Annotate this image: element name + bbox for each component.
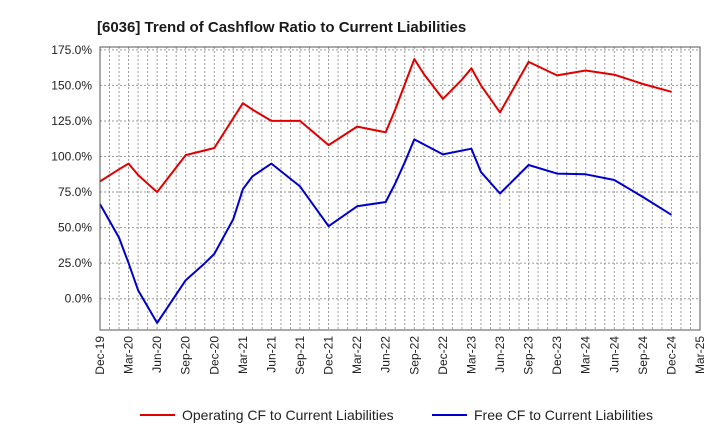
y-tick-label: 0.0% <box>65 292 93 306</box>
x-tick-label: Jun-21 <box>264 336 278 373</box>
x-tick-label: Sep-20 <box>179 336 193 375</box>
x-tick-label: Dec-24 <box>664 336 678 375</box>
y-tick-label: 150.0% <box>51 78 92 92</box>
plot-area-frame <box>99 46 701 331</box>
x-tick-label: Jun-23 <box>493 336 507 373</box>
y-tick-label: 175.0% <box>51 43 92 57</box>
legend: Operating CF to Current Liabilities Free … <box>140 407 653 423</box>
x-tick-label: Mar-22 <box>350 336 364 374</box>
x-tick-label: Sep-22 <box>407 336 421 375</box>
x-tick-label: Mar-23 <box>464 336 478 374</box>
legend-label: Free CF to Current Liabilities <box>474 407 653 423</box>
y-tick-label: 100.0% <box>51 150 92 164</box>
y-tick-label: 25.0% <box>58 256 92 270</box>
x-tick-label: Jun-22 <box>379 336 393 373</box>
x-tick-label: Sep-23 <box>522 336 536 375</box>
y-tick-label: 125.0% <box>51 114 92 128</box>
y-tick-label: 50.0% <box>58 221 92 235</box>
x-tick-label: Mar-20 <box>122 336 136 374</box>
x-tick-label: Dec-20 <box>207 336 221 375</box>
x-tick-label: Dec-23 <box>550 336 564 375</box>
legend-label: Operating CF to Current Liabilities <box>182 407 394 423</box>
x-tick-label: Jun-20 <box>150 336 164 373</box>
series-line-operating-cf <box>99 58 672 194</box>
x-tick-label: Jun-24 <box>607 336 621 373</box>
axis-labels: 0.0% 25.0% 50.0% 75.0% 100.0% 125.0% 150.0% 175… <box>51 43 707 375</box>
x-tick-label: Sep-24 <box>636 336 650 375</box>
x-tick-label: Dec-21 <box>322 336 336 375</box>
x-tick-label: Dec-19 <box>93 336 107 375</box>
series-line-free-cf <box>99 138 672 324</box>
x-tick-label: Mar-21 <box>236 336 250 374</box>
y-tick-label: 75.0% <box>58 185 92 199</box>
grid-layer <box>99 47 701 330</box>
x-tick-label: Sep-21 <box>293 336 307 375</box>
x-tick-label: Mar-25 <box>693 336 707 374</box>
chart-title: [6036] Trend of Cashflow Ratio to Curren… <box>97 19 466 36</box>
x-tick-label: Mar-24 <box>579 336 593 374</box>
series-layer <box>99 58 672 324</box>
x-tick-label: Dec-22 <box>436 336 450 375</box>
